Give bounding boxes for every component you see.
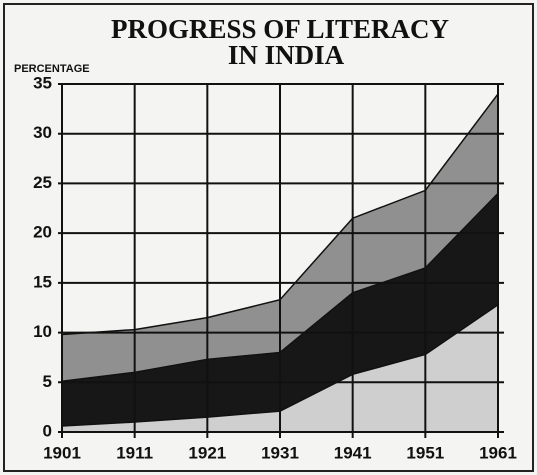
x-tick-label: 1901 bbox=[43, 443, 81, 462]
chart-title: PROGRESS OF LITERACY bbox=[111, 14, 449, 44]
x-tick-label: 1961 bbox=[479, 443, 517, 462]
y-tick-label: 0 bbox=[43, 421, 52, 440]
y-tick-label: 35 bbox=[33, 73, 52, 92]
x-tick-label: 1941 bbox=[334, 443, 372, 462]
frame bbox=[3, 3, 534, 472]
y-tick-label: 20 bbox=[33, 223, 52, 242]
x-tick-label: 1931 bbox=[261, 443, 299, 462]
chart-title: IN INDIA bbox=[228, 40, 345, 70]
x-tick-label: 1951 bbox=[406, 443, 444, 462]
y-tick-label: 25 bbox=[33, 173, 52, 192]
x-tick-label: 1921 bbox=[188, 443, 226, 462]
y-tick-label: 30 bbox=[33, 123, 52, 142]
y-tick-label: 10 bbox=[33, 322, 52, 341]
area-fill bbox=[62, 304, 498, 432]
y-axis-label: PERCENTAGE bbox=[14, 63, 90, 75]
y-tick-label: 5 bbox=[43, 372, 52, 391]
x-tick-label: 1911 bbox=[116, 443, 153, 462]
y-tick-label: 15 bbox=[33, 272, 52, 291]
